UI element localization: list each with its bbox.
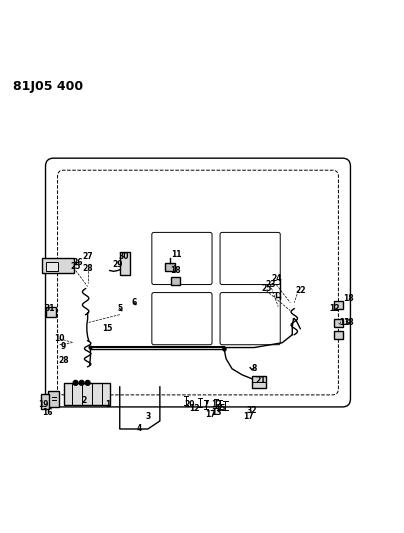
Bar	[42, 259, 74, 272]
Text: 1: 1	[105, 400, 110, 409]
Bar	[252, 376, 266, 387]
Bar	[63, 383, 110, 405]
Text: 13: 13	[339, 318, 350, 327]
Text: 28: 28	[58, 356, 69, 365]
Text: 12: 12	[329, 304, 340, 313]
Bar	[335, 301, 343, 309]
Text: 29: 29	[112, 260, 123, 269]
Text: 12: 12	[189, 405, 199, 414]
Text: 31: 31	[44, 304, 55, 313]
Text: 12: 12	[211, 400, 221, 409]
Text: 5: 5	[117, 304, 122, 313]
Text: 28: 28	[82, 264, 93, 273]
Text: 24: 24	[271, 274, 282, 283]
Text: 18: 18	[343, 294, 354, 303]
Text: 19: 19	[38, 400, 49, 409]
Bar	[335, 319, 343, 327]
Text: 3: 3	[145, 413, 150, 422]
Text: 2: 2	[81, 397, 86, 406]
Bar	[171, 277, 179, 285]
Text: 15: 15	[103, 324, 113, 333]
Text: 4: 4	[137, 424, 143, 433]
Text: 11: 11	[170, 250, 181, 259]
Text: 18: 18	[170, 266, 181, 275]
Bar	[165, 263, 175, 271]
Text: 30: 30	[118, 252, 129, 261]
Circle shape	[85, 381, 90, 385]
Bar	[46, 308, 56, 318]
Text: 25: 25	[261, 284, 271, 293]
Text: 26: 26	[72, 258, 83, 267]
Text: 6: 6	[131, 298, 137, 307]
Text: 17: 17	[243, 413, 253, 422]
Text: 21: 21	[255, 376, 265, 385]
Text: 10: 10	[54, 334, 65, 343]
Text: 7: 7	[203, 400, 209, 409]
Circle shape	[73, 381, 78, 385]
Text: 27: 27	[82, 252, 93, 261]
Text: 16: 16	[42, 408, 53, 417]
Circle shape	[79, 381, 84, 385]
Text: 25: 25	[70, 262, 81, 271]
Bar	[120, 253, 130, 274]
Text: 32: 32	[247, 407, 257, 415]
Text: 8: 8	[251, 365, 257, 373]
Text: 17: 17	[205, 410, 215, 419]
Text: 13: 13	[211, 408, 221, 417]
Bar	[46, 262, 57, 271]
Text: 9: 9	[61, 342, 66, 351]
Text: 22: 22	[295, 286, 305, 295]
Text: 15: 15	[215, 405, 225, 414]
Bar	[41, 394, 49, 409]
Bar	[335, 330, 343, 338]
Text: 18: 18	[343, 318, 354, 327]
Text: 23: 23	[265, 280, 276, 289]
Bar	[48, 391, 59, 407]
Text: 81J05 400: 81J05 400	[13, 80, 84, 93]
Text: 20: 20	[185, 400, 195, 409]
